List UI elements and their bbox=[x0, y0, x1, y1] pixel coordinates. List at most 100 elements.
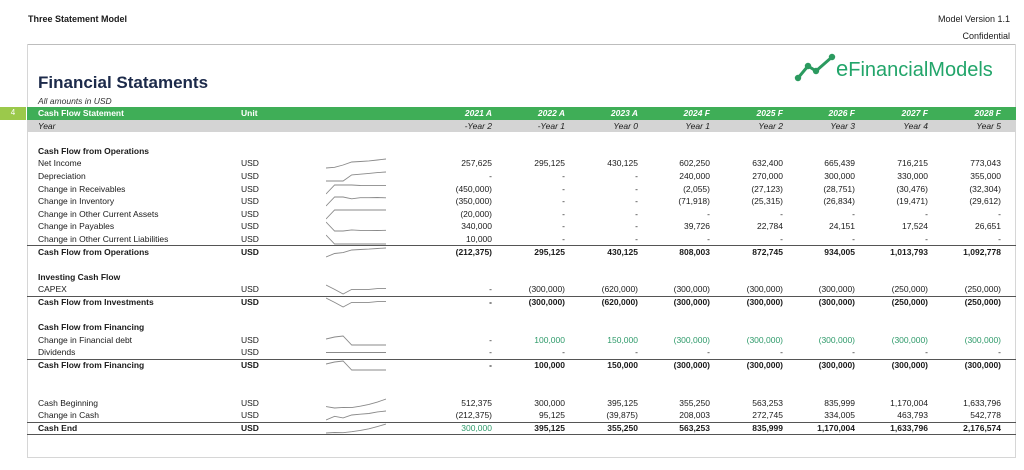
cell-value: 808,003 bbox=[679, 246, 710, 257]
table-row: Change in Other Current Liabilities USD 10… bbox=[0, 233, 1024, 246]
cell-value: - bbox=[998, 347, 1001, 358]
cell-value: - bbox=[635, 183, 638, 194]
cell-value: 463,793 bbox=[897, 410, 928, 421]
period-header: -Year 2 bbox=[464, 120, 492, 131]
cell-value: 835,999 bbox=[752, 423, 783, 433]
cell-value: - bbox=[635, 196, 638, 207]
cell-value: 340,000 bbox=[461, 221, 492, 232]
cell-value: 395,125 bbox=[607, 397, 638, 408]
cell-value: - bbox=[780, 208, 783, 219]
cell-value: 430,125 bbox=[607, 158, 638, 169]
cell-value: 355,250 bbox=[679, 397, 710, 408]
cell-value: 665,439 bbox=[824, 158, 855, 169]
sparkline bbox=[326, 335, 386, 346]
sparkline bbox=[326, 222, 386, 232]
cell-value: 22,784 bbox=[757, 221, 783, 232]
cell-value: 39,726 bbox=[684, 221, 710, 232]
row-label: Change in Other Current Assets bbox=[38, 208, 159, 219]
cell-value: - bbox=[489, 334, 492, 345]
cell-value: 26,651 bbox=[975, 221, 1001, 232]
sparkline-path bbox=[326, 410, 386, 421]
cell-value: - bbox=[998, 208, 1001, 219]
cell-value: 95,125 bbox=[539, 410, 565, 421]
table-row: Change in Inventory USD (350,000) - - (71,918… bbox=[0, 195, 1024, 208]
row-label: Dividends bbox=[38, 347, 76, 358]
period-header: -Year 1 bbox=[537, 120, 565, 131]
year-header: 2021 A bbox=[464, 108, 492, 118]
cell-value: 334,005 bbox=[824, 410, 855, 421]
cell-value: 395,125 bbox=[534, 423, 565, 433]
cell-value: (26,834) bbox=[823, 196, 855, 207]
total-bottom-rule bbox=[27, 434, 1016, 436]
cell-value: (300,000) bbox=[818, 334, 855, 345]
cell-value: 1,633,796 bbox=[963, 397, 1001, 408]
sparkline bbox=[326, 158, 386, 169]
row-label: Net Income bbox=[38, 158, 82, 169]
period-header: Year 5 bbox=[976, 120, 1001, 131]
cell-value: (300,000) bbox=[528, 297, 565, 307]
page-title: Financial Stataments bbox=[38, 73, 209, 92]
row-unit: USD bbox=[241, 397, 259, 408]
sparkline bbox=[326, 297, 386, 308]
total-row: Cash Flow from Operations USD (212,375) 295… bbox=[0, 246, 1024, 259]
row-unit: USD bbox=[241, 221, 259, 232]
cell-value: 240,000 bbox=[679, 171, 710, 181]
row-unit: USD bbox=[241, 183, 259, 194]
cell-value: 330,000 bbox=[897, 171, 928, 181]
logo-text-e: e bbox=[836, 56, 849, 81]
cell-value: 602,250 bbox=[679, 158, 710, 169]
cell-value: (300,000) bbox=[964, 360, 1001, 370]
cell-value: 272,745 bbox=[752, 410, 783, 421]
row-unit: USD bbox=[241, 171, 259, 181]
sparkline bbox=[326, 247, 386, 258]
sparkline-path bbox=[326, 360, 386, 371]
section-label: Cash Flow from Financing bbox=[38, 322, 145, 333]
header-divider bbox=[28, 44, 1016, 45]
cell-value: - bbox=[562, 221, 565, 232]
cell-value: (250,000) bbox=[891, 297, 928, 307]
row-label: Change in Inventory bbox=[38, 196, 115, 207]
cell-value: (300,000) bbox=[746, 334, 783, 345]
sheet-border-left bbox=[27, 44, 28, 458]
cell-value: (300,000) bbox=[891, 360, 928, 370]
row-unit: USD bbox=[241, 410, 259, 421]
cell-value: 295,125 bbox=[534, 158, 565, 169]
cell-value: (250,000) bbox=[964, 284, 1001, 295]
row-label: Depreciation bbox=[38, 171, 86, 181]
cell-value: (300,000) bbox=[528, 284, 565, 295]
total-top-rule bbox=[27, 295, 1016, 297]
cell-value: - bbox=[562, 347, 565, 358]
row-label: CAPEX bbox=[38, 284, 67, 295]
table-row: Change in Other Current Assets USD (20,000… bbox=[0, 208, 1024, 221]
cell-value: 295,125 bbox=[534, 246, 565, 257]
cell-value: - bbox=[707, 234, 710, 244]
cell-value: (300,000) bbox=[673, 360, 710, 370]
row-label: Cash Beginning bbox=[38, 397, 99, 408]
cell-value: - bbox=[635, 171, 638, 181]
cell-value: - bbox=[998, 234, 1001, 244]
cell-value: 1,170,004 bbox=[890, 397, 928, 408]
cell-value: (450,000) bbox=[455, 183, 492, 194]
sparkline-path bbox=[326, 284, 386, 295]
table-heading: Cash Flow Statement bbox=[38, 108, 124, 118]
cell-value: (350,000) bbox=[455, 196, 492, 207]
cell-value: 150,000 bbox=[607, 334, 638, 345]
table-row: Cash Beginning USD 512,375 300,000 395,125 35… bbox=[0, 397, 1024, 410]
cell-value: 100,000 bbox=[534, 334, 565, 345]
row-unit: USD bbox=[241, 334, 259, 345]
year-header: 2024 F bbox=[683, 108, 710, 118]
cell-value: 270,000 bbox=[752, 171, 783, 181]
sparkline-path bbox=[326, 335, 386, 346]
cell-value: 542,778 bbox=[970, 410, 1001, 421]
row-unit: USD bbox=[241, 246, 259, 257]
cell-value: (300,000) bbox=[818, 360, 855, 370]
row-unit: USD bbox=[241, 234, 259, 244]
cell-value: 563,253 bbox=[679, 423, 710, 433]
row-label: Change in Cash bbox=[38, 410, 99, 421]
row-label: Change in Other Current Liabilities bbox=[38, 234, 169, 244]
sparkline bbox=[326, 209, 386, 220]
row-number: 4 bbox=[0, 107, 26, 120]
cell-value: - bbox=[925, 347, 928, 358]
sparkline bbox=[326, 423, 386, 434]
